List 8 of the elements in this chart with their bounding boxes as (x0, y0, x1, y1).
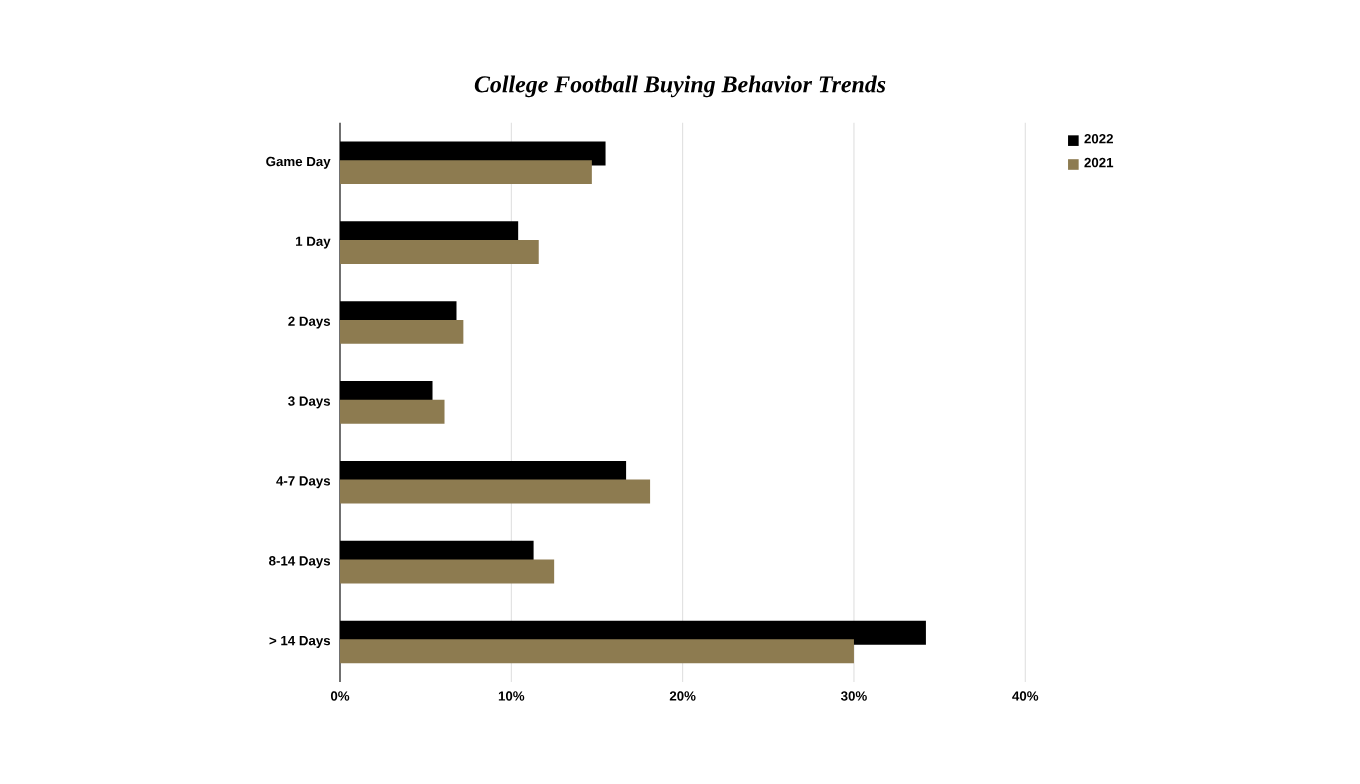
bar (340, 240, 539, 264)
bar (340, 160, 592, 185)
bar (340, 639, 854, 664)
bar (340, 319, 464, 344)
bar (340, 479, 651, 504)
bar (340, 399, 445, 424)
chart-title: College Football Buying Behavior Trends (474, 75, 886, 98)
bar (340, 559, 555, 584)
